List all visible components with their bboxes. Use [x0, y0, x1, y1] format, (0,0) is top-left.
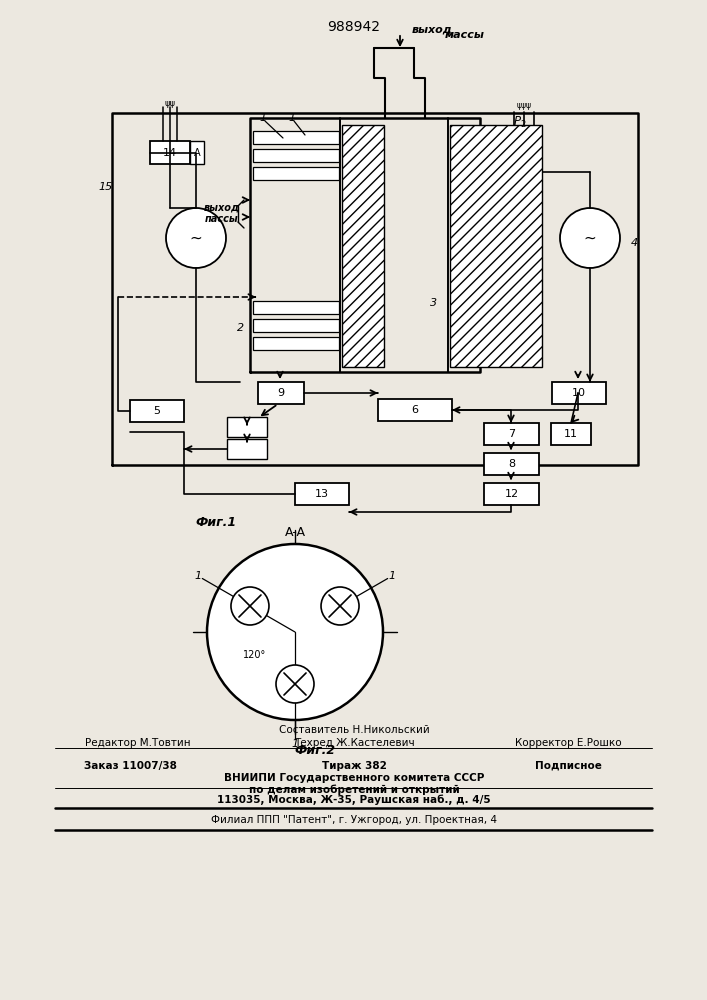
Text: ~: ~: [583, 231, 597, 245]
Bar: [450, 125, 542, 367]
Text: Корректор Е.Рошко: Корректор Е.Рошко: [515, 738, 621, 748]
Text: 1: 1: [194, 571, 201, 581]
Text: выход: выход: [204, 202, 240, 212]
Circle shape: [231, 587, 269, 625]
Text: Подписное: Подписное: [534, 761, 602, 771]
Text: Заказ 11007/38: Заказ 11007/38: [83, 761, 177, 771]
Bar: [551, 423, 591, 445]
Circle shape: [166, 208, 226, 268]
Bar: [253, 131, 339, 144]
Text: 1: 1: [288, 113, 296, 123]
Bar: [295, 483, 349, 505]
Bar: [258, 382, 304, 404]
Text: A: A: [194, 148, 200, 158]
Text: 8: 8: [508, 459, 515, 469]
Bar: [253, 319, 339, 332]
Bar: [190, 141, 204, 164]
Text: Фиг.1: Фиг.1: [195, 516, 237, 528]
Text: 988942: 988942: [327, 20, 380, 34]
Text: 14: 14: [163, 147, 177, 157]
Bar: [227, 417, 267, 437]
Bar: [253, 337, 339, 350]
Circle shape: [207, 544, 383, 720]
Bar: [227, 439, 267, 459]
Circle shape: [276, 665, 314, 703]
Text: 4: 4: [631, 238, 638, 248]
Text: по делам изобретений и открытий: по делам изобретений и открытий: [249, 785, 460, 795]
Text: 10: 10: [572, 388, 586, 398]
Text: Филиал ППП "Патент", г. Ужгород, ул. Проектная, 4: Филиал ППП "Патент", г. Ужгород, ул. Про…: [211, 815, 497, 825]
Text: 120°: 120°: [243, 650, 266, 660]
Bar: [130, 400, 184, 422]
Text: 7: 7: [508, 429, 515, 439]
Bar: [253, 149, 339, 162]
Text: 3: 3: [431, 298, 438, 308]
Text: Редактор М.Товтин: Редактор М.Товтин: [85, 738, 191, 748]
Text: выход: выход: [412, 25, 452, 35]
Text: 15: 15: [99, 182, 113, 192]
Text: массы: массы: [445, 30, 485, 40]
Bar: [253, 167, 339, 180]
Text: 6: 6: [411, 405, 419, 415]
Text: ВНИИПИ Государственного комитета СССР: ВНИИПИ Государственного комитета СССР: [224, 773, 484, 783]
Circle shape: [560, 208, 620, 268]
Text: 1: 1: [388, 571, 395, 581]
Bar: [552, 382, 606, 404]
Bar: [150, 141, 190, 164]
Text: 12: 12: [504, 489, 518, 499]
Text: A-A: A-A: [284, 526, 305, 538]
Text: Фиг.2: Фиг.2: [294, 744, 336, 756]
Text: ~: ~: [189, 231, 202, 245]
Bar: [253, 301, 339, 314]
Text: пассы: пассы: [205, 214, 239, 224]
Text: Техред Ж.Кастелевич: Техред Ж.Кастелевич: [293, 738, 414, 748]
Text: 1: 1: [291, 739, 298, 749]
Text: Составитель Н.Никольский: Составитель Н.Никольский: [279, 725, 429, 735]
Text: 113035, Москва, Ж-35, Раушская наб., д. 4/5: 113035, Москва, Ж-35, Раушская наб., д. …: [217, 795, 491, 805]
Bar: [378, 399, 452, 421]
Text: 13: 13: [315, 489, 329, 499]
Bar: [484, 453, 539, 475]
Text: ψψ: ψψ: [165, 99, 175, 107]
Bar: [342, 125, 384, 367]
Text: 9: 9: [277, 388, 284, 398]
Text: 5: 5: [153, 406, 160, 416]
Bar: [484, 483, 539, 505]
Text: 1: 1: [259, 113, 267, 123]
Bar: [484, 423, 539, 445]
Text: ψψψ: ψψψ: [517, 102, 532, 110]
Text: Тираж 382: Тираж 382: [322, 761, 387, 771]
Text: 11: 11: [564, 429, 578, 439]
Text: 2: 2: [238, 323, 245, 333]
Text: $P_2$: $P_2$: [513, 114, 527, 130]
Circle shape: [321, 587, 359, 625]
